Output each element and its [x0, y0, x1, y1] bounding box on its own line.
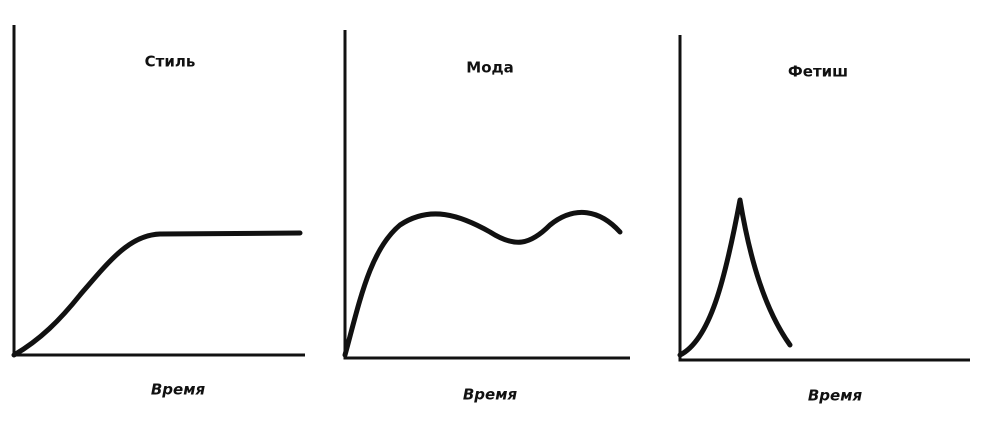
panel: Фетиш Время [677, 35, 970, 405]
x-axis-label: Время [808, 387, 863, 405]
panel-title: Фетиш [788, 63, 848, 81]
panel-title: Мода [466, 59, 513, 77]
axes [678, 35, 970, 362]
x-axis-label: Время [463, 386, 518, 404]
axes [343, 30, 630, 360]
axes [12, 25, 305, 357]
curve [677, 197, 793, 358]
panel-title: Стиль [145, 53, 196, 71]
panel: Мода Время [342, 30, 630, 404]
curve [342, 209, 623, 358]
curve [11, 230, 303, 358]
x-axis-label: Время [151, 381, 206, 399]
panel: Стиль Время [11, 25, 305, 399]
